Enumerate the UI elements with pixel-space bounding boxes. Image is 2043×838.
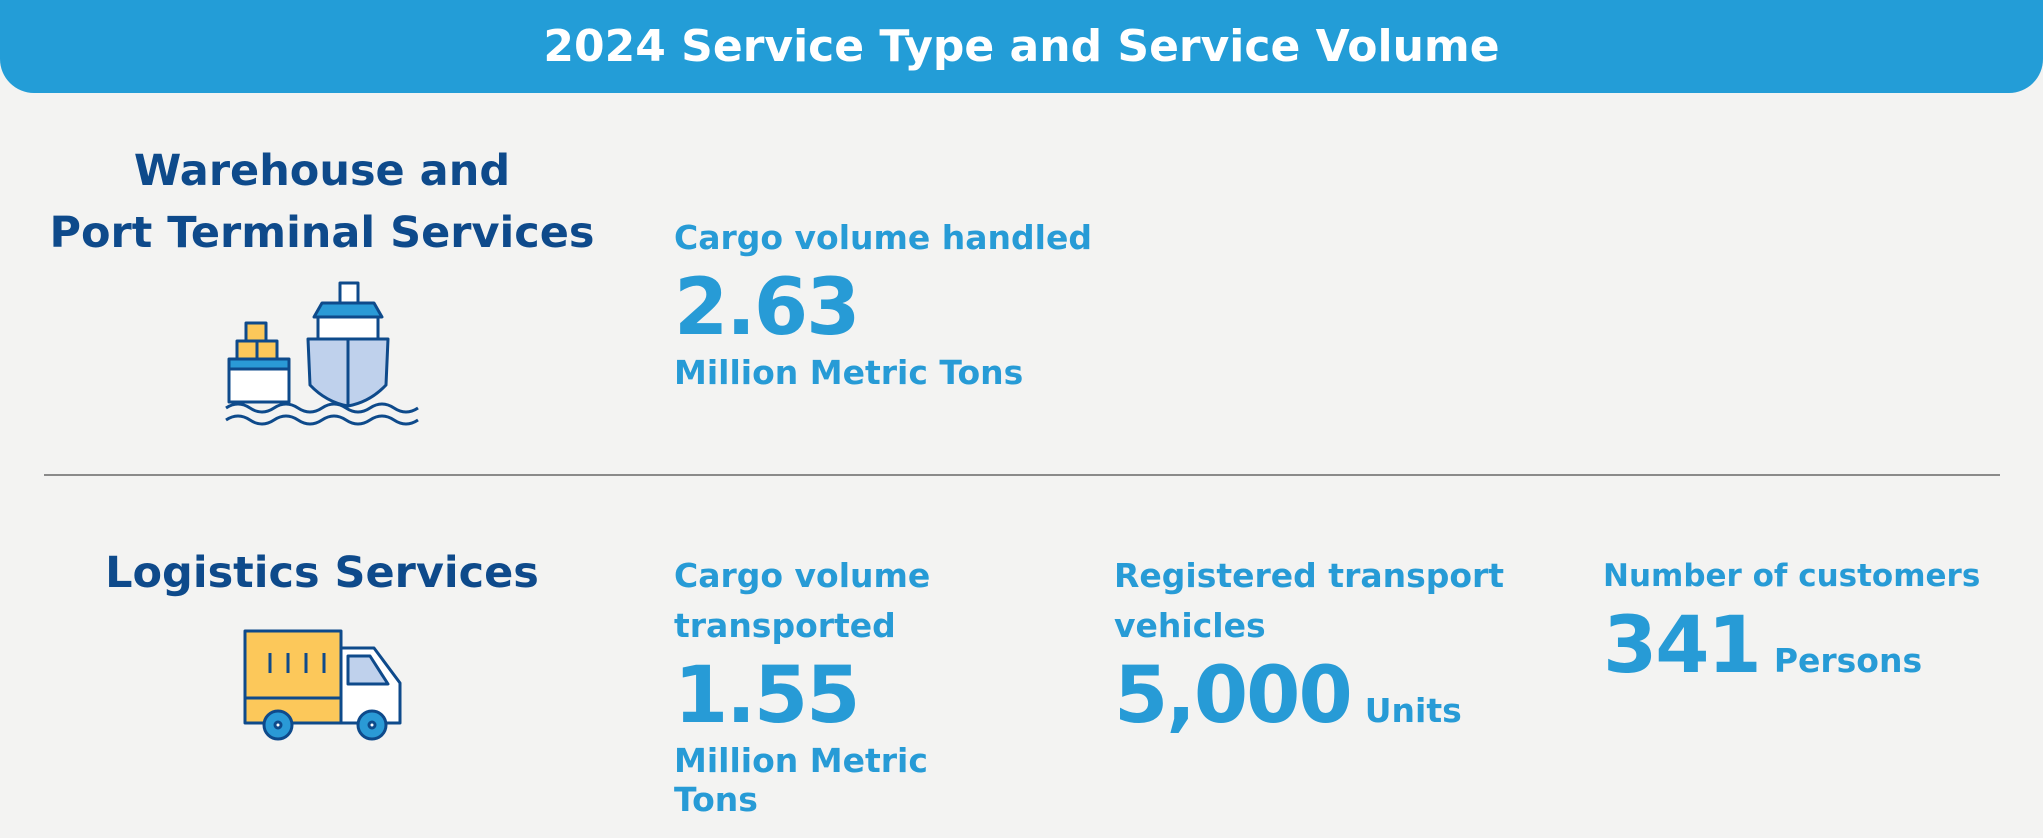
metric-label: Cargo volume handled [674,218,1092,257]
divider [44,474,2000,476]
metric-label: Registered transport vehicles [1114,556,1505,645]
metric: Number of customers 341 Persons [1603,551,2043,691]
metric-value: 1.55 [674,651,860,741]
title-line: Logistics Services [105,548,539,598]
section-title: Logistics Services [22,542,622,604]
ship-icon [225,281,419,426]
metric-label: Number of customers [1603,558,1981,594]
metric: Registered transport vehicles 5,000 Unit… [1114,551,1554,741]
truck-icon [243,629,402,741]
section-title: Warehouse and Port Terminal Services [22,140,622,264]
title-line: Port Terminal Services [49,208,595,258]
metric-unit: Units [1364,691,1462,730]
metric-value: 341 [1603,601,1762,691]
metric-unit: Million Metric Tons [674,741,928,819]
metric: Cargo volume handled 2.63 Million Metric… [674,213,1374,392]
metric-unit: Million Metric Tons [674,353,1024,392]
metric: Cargo volume transported 1.55 Million Me… [674,551,1004,819]
metric-value: 5,000 [1114,651,1353,741]
metric-value: 2.63 [674,263,860,353]
title-line: Warehouse and [133,146,511,196]
metric-label: Cargo volume transported [674,556,931,645]
metric-unit: Persons [1773,641,1923,680]
header-title: 2024 Service Type and Service Volume [0,0,2043,93]
